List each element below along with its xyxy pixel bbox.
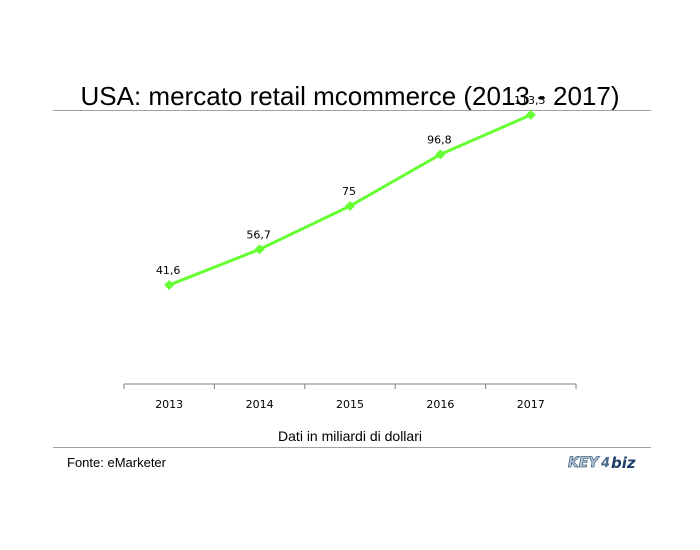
x-axis: 2013 2014 2015 2016 2017 (123, 383, 577, 411)
data-label: 56,7 (246, 228, 271, 241)
x-tick-label: 2014 (246, 398, 274, 411)
x-axis-label: Dati in miliardi di dollari (278, 428, 422, 444)
series-line (168, 113, 532, 287)
svg-text:KEY: KEY (568, 455, 600, 471)
key4biz-logo: KEY 4 biz (568, 454, 636, 472)
svg-text:biz: biz (611, 454, 636, 472)
data-series (164, 109, 536, 291)
title-divider (53, 110, 651, 111)
data-label: 41,6 (156, 264, 181, 277)
data-labels: 41,6 56,7 75 96,8 113,5 (156, 94, 546, 277)
data-label: 75 (342, 185, 356, 198)
data-point (345, 201, 355, 211)
svg-text:4: 4 (600, 456, 610, 471)
data-point (164, 280, 175, 291)
x-tick-label: 2015 (336, 398, 364, 411)
source-note: Fonte: eMarketer (67, 455, 166, 470)
x-tick-label: 2016 (426, 398, 454, 411)
data-label: 96,8 (427, 133, 452, 146)
chart-title: USA: mercato retail mcommerce (2013 - 20… (80, 81, 620, 111)
x-tick-label: 2017 (517, 398, 545, 411)
data-point (435, 149, 446, 160)
x-tick-label: 2013 (155, 398, 183, 411)
footer-divider (53, 447, 651, 448)
data-label: 113,5 (514, 94, 546, 107)
data-point (254, 244, 265, 255)
data-point (525, 109, 536, 120)
